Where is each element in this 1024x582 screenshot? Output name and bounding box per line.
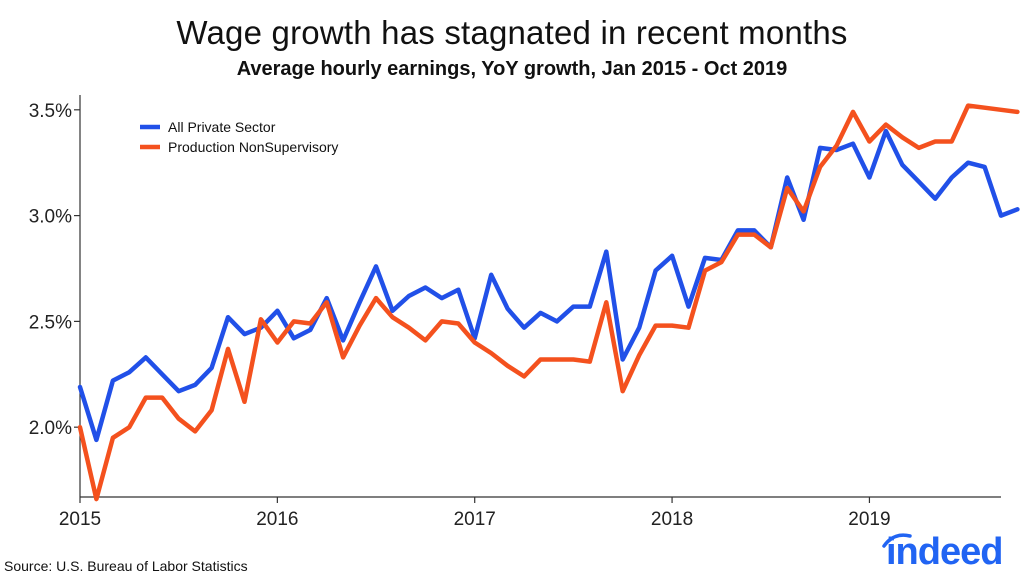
x-tick-label: 2019 <box>848 509 890 530</box>
legend-label: All Private Sector <box>168 119 276 135</box>
series-line-0 <box>77 128 1020 443</box>
y-tick-label: 3.5% <box>29 101 72 122</box>
chart-series <box>77 103 1020 502</box>
chart-axes: 2.0% 2.5% 3.0% 3.5% 2015 2016 2017 2018 2019 <box>29 95 1001 530</box>
chart-legend: All Private Sector Production NonSupervis… <box>140 119 338 155</box>
logo-wordmark: indeed <box>886 531 1003 573</box>
y-tick-label: 2.0% <box>29 418 72 439</box>
x-tick-label: 2015 <box>59 509 101 530</box>
legend-label: Production NonSupervisory <box>168 139 338 155</box>
y-tick-label: 3.0% <box>29 207 72 228</box>
x-tick-label: 2017 <box>454 509 496 530</box>
x-tick-label: 2018 <box>651 509 693 530</box>
chart-title: Wage growth has stagnated in recent mont… <box>176 14 848 51</box>
indeed-logo: indeed <box>872 528 1020 578</box>
x-tick-label: 2016 <box>256 509 298 530</box>
logo-arc-icon <box>882 533 912 548</box>
series-line-1 <box>77 103 1020 502</box>
source-note: Source: U.S. Bureau of Labor Statistics <box>4 558 248 574</box>
y-tick-label: 2.5% <box>29 312 72 333</box>
chart-subtitle: Average hourly earnings, YoY growth, Jan… <box>236 58 788 80</box>
